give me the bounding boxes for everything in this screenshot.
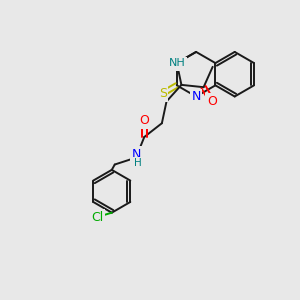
Text: O: O: [140, 114, 149, 127]
Text: S: S: [159, 87, 167, 100]
Text: N: N: [191, 90, 201, 103]
Text: O: O: [207, 95, 217, 108]
Text: NH: NH: [168, 58, 185, 68]
Text: Cl: Cl: [91, 211, 103, 224]
Text: H: H: [134, 158, 142, 168]
Text: N: N: [172, 57, 182, 70]
Text: N: N: [131, 148, 141, 160]
